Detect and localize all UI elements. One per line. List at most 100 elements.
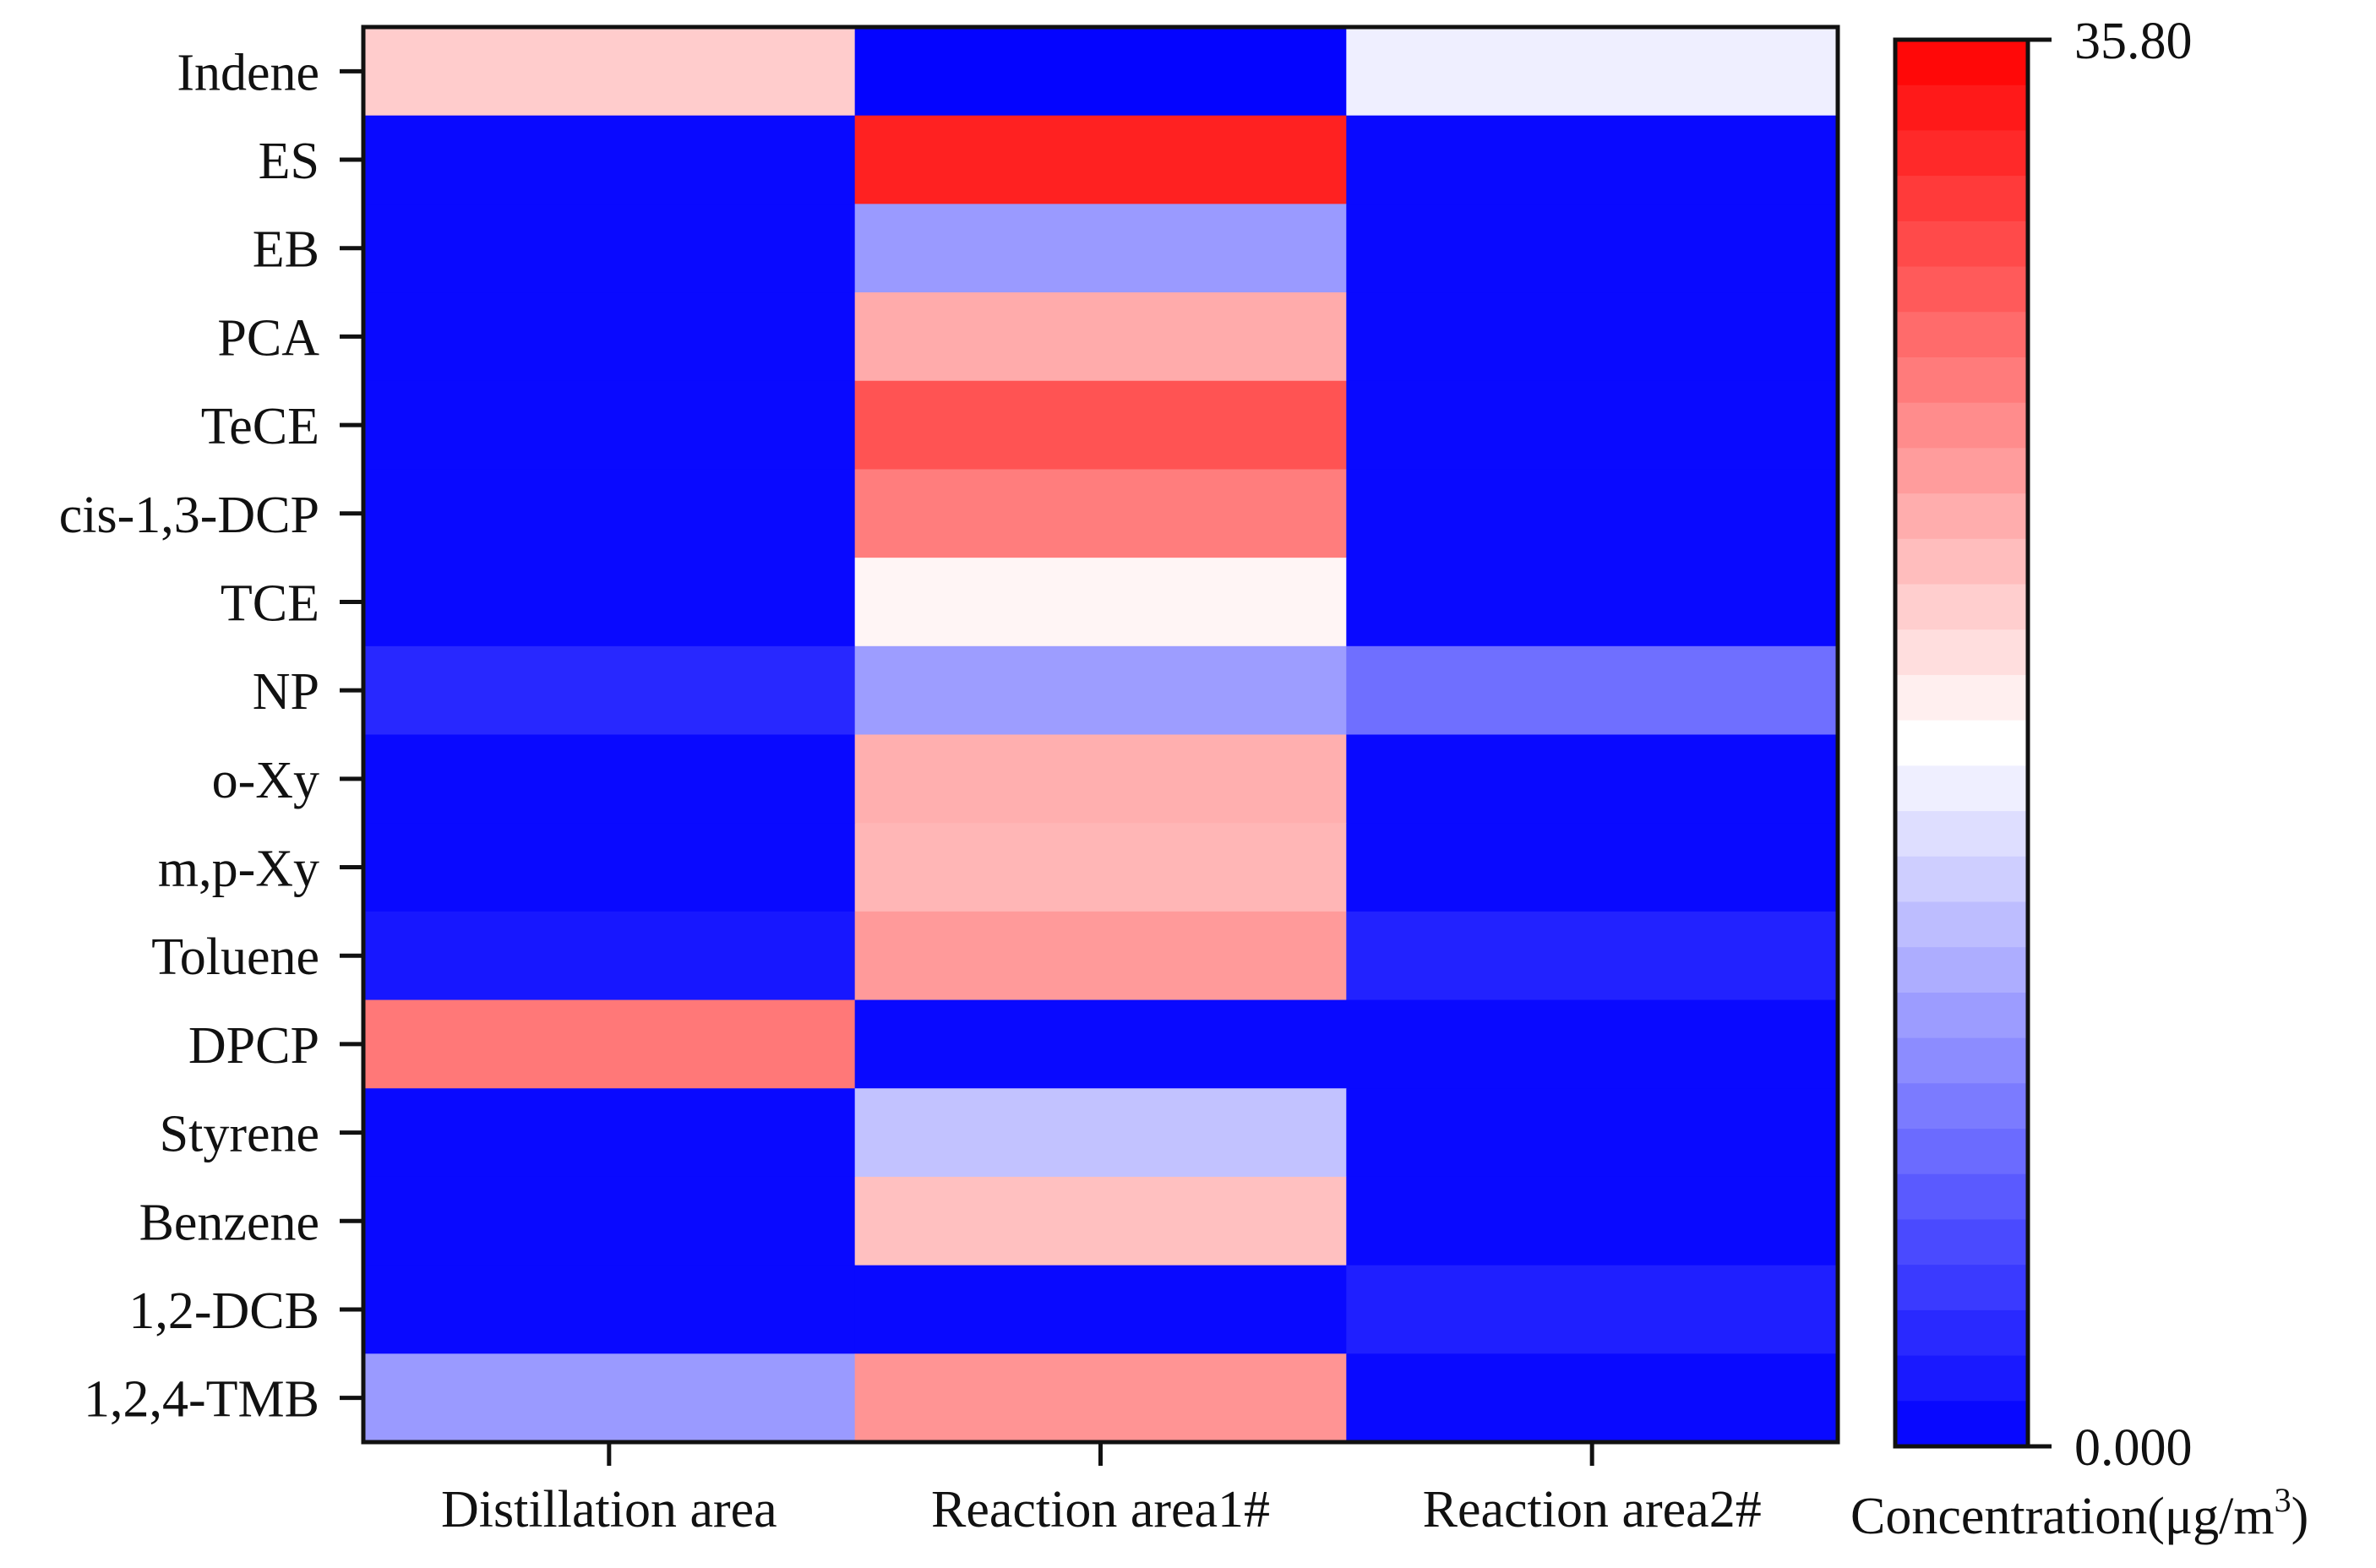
heatmap-cell [1346, 558, 1839, 647]
heatmap-cell [363, 204, 856, 293]
colorbar-swatch [1895, 992, 2028, 1039]
heatmap-cell [854, 1265, 1347, 1354]
colorbar-swatch [1895, 629, 2028, 676]
heatmap-cell [363, 558, 856, 647]
colorbar-swatch [1895, 720, 2028, 766]
colorbar-swatch [1895, 856, 2028, 903]
heatmap-cell [854, 27, 1347, 117]
heatmap-cell [363, 27, 856, 117]
heatmap-cell [1346, 380, 1839, 471]
y-tick-label: TeCE [201, 398, 319, 455]
colorbar-swatch [1895, 1037, 2028, 1084]
heatmap-cells [363, 27, 1839, 1443]
colorbar: 35.80 0.000 [1893, 13, 2193, 1477]
heatmap-cell [363, 469, 856, 558]
y-tick-label: cis-1,3-DCP [59, 487, 319, 544]
colorbar-swatch [1895, 1129, 2028, 1175]
heatmap-cell [854, 115, 1347, 204]
heatmap-cell [854, 204, 1347, 293]
colorbar-min-label: 0.000 [2074, 1419, 2193, 1477]
y-tick-label: PCA [217, 309, 319, 367]
heatmap-cell [363, 292, 856, 382]
heatmap-cell [363, 999, 856, 1089]
heatmap-cell [854, 734, 1347, 824]
colorbar-label-end: ) [2292, 1488, 2309, 1545]
heatmap-cell [1346, 1176, 1839, 1266]
heatmap-cell [1346, 27, 1839, 117]
heatmap-cell [363, 911, 856, 1001]
heatmap-cell [1346, 1265, 1839, 1354]
heatmap-cell [854, 380, 1347, 471]
heatmap-cell [363, 1176, 856, 1266]
y-tick-label: DPCP [188, 1017, 319, 1075]
heatmap-cell [1346, 204, 1839, 293]
colorbar-label: Concentration(μg/m3) [1850, 1481, 2308, 1545]
colorbar-swatch [1895, 40, 2028, 86]
heatmap-cell [854, 469, 1347, 558]
heatmap-cell [363, 1088, 856, 1178]
heatmap-cell [1346, 911, 1839, 1001]
colorbar-swatch [1895, 947, 2028, 994]
heatmap-cell [1346, 292, 1839, 382]
heatmap-cell [1346, 999, 1839, 1089]
x-tick-label: Distillation area [441, 1481, 777, 1538]
y-tick-label: NP [253, 663, 319, 721]
heatmap-cell [1346, 1088, 1839, 1178]
colorbar-swatch [1895, 130, 2028, 177]
colorbar-swatch [1895, 402, 2028, 449]
heatmap-cell [1346, 115, 1839, 204]
y-tick-label: EB [253, 221, 319, 279]
y-axis: Indene ES EB PCA TeCE cis-1,3-DCP TCE NP o-Xy m,p… [59, 44, 363, 1429]
heatmap-cell [854, 558, 1347, 647]
heatmap-cell [854, 1353, 1347, 1443]
heatmap-cell [363, 115, 856, 204]
x-tick-label: Reaction area2# [1423, 1481, 1762, 1538]
colorbar-swatch [1895, 1355, 2028, 1402]
colorbar-swatch [1895, 811, 2028, 858]
x-axis: Distillation area Reaction area1# Reaction… [441, 1442, 1762, 1538]
colorbar-swatch [1895, 493, 2028, 540]
colorbar-frame [1893, 37, 2030, 1449]
heatmap-cell [1346, 1353, 1839, 1443]
heatmap-cell [854, 645, 1347, 736]
heatmap-cell [363, 380, 856, 471]
heatmap-cell [854, 823, 1347, 912]
colorbar-swatch [1895, 357, 2028, 404]
y-tick-label: Benzene [139, 1194, 319, 1251]
heatmap-cell [363, 1353, 856, 1443]
y-tick-label: Styrene [160, 1106, 319, 1163]
heatmap-cell [854, 1176, 1347, 1266]
colorbar-swatch [1895, 84, 2028, 132]
heatmap-cell [854, 1088, 1347, 1178]
y-tick-label: Indene [177, 44, 319, 101]
heatmap-cell [1346, 645, 1839, 736]
y-tick-label: m,p-Xy [158, 841, 319, 898]
y-tick-label: TCE [221, 574, 319, 632]
colorbar-label-text: Concentration(μg/m [1850, 1488, 2275, 1545]
colorbar-swatch [1895, 765, 2028, 812]
y-tick-label: 1,2,4-TMB [84, 1371, 319, 1429]
colorbar-swatch [1895, 1401, 2028, 1447]
heatmap-cell [363, 1265, 856, 1354]
colorbar-swatch [1895, 538, 2028, 585]
heatmap-cell [1346, 823, 1839, 912]
colorbar-max-label: 35.80 [2074, 13, 2193, 70]
colorbar-swatch [1895, 220, 2028, 268]
colorbar-label-superscript: 3 [2275, 1481, 2292, 1519]
heatmap-cell [854, 999, 1347, 1089]
heatmap-cell [854, 292, 1347, 382]
colorbar-swatch [1895, 1219, 2028, 1266]
heatmap-cell [363, 823, 856, 912]
colorbar-swatch [1895, 1265, 2028, 1311]
colorbar-swatch [1895, 1173, 2028, 1221]
colorbar-swatch [1895, 176, 2028, 222]
colorbar-swatch [1895, 1309, 2028, 1357]
x-tick-label: Reaction area1# [931, 1481, 1270, 1538]
colorbar-swatch [1895, 901, 2028, 948]
colorbar-swatch [1895, 266, 2028, 313]
heatmap-cell [363, 645, 856, 736]
colorbar-swatch [1895, 448, 2028, 494]
heatmap-cell [363, 734, 856, 824]
y-tick-label: 1,2-DCB [128, 1282, 319, 1340]
